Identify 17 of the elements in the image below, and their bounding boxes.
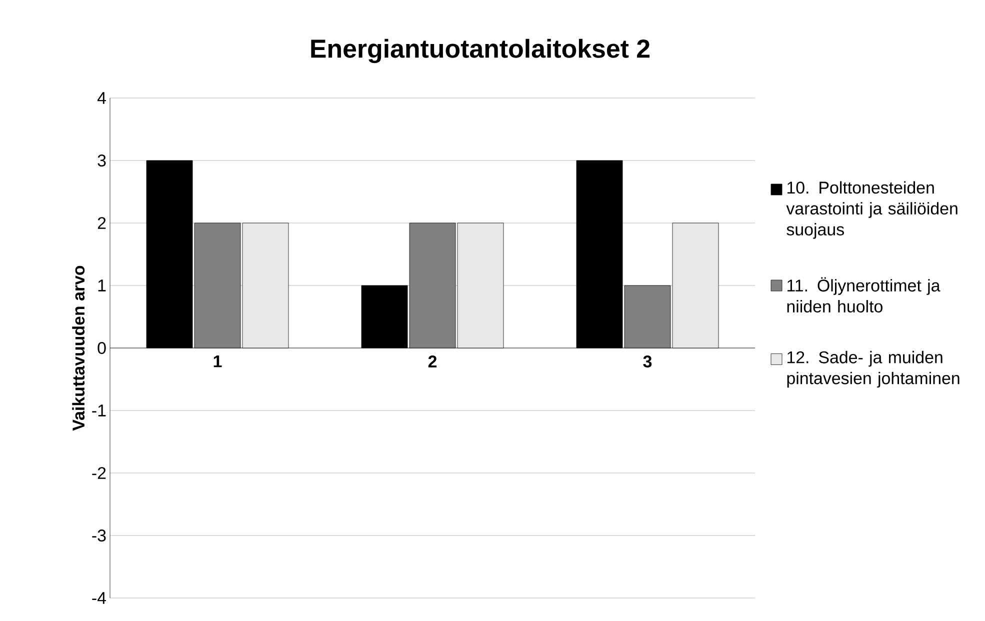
y-axis-title: Vaikuttavuuden arvo [72, 266, 85, 431]
y-tick-label: -1 [92, 404, 106, 416]
legend-label: 11. Öljynerottimet ja niiden huolto [787, 277, 940, 312]
y-tick-label: 4 [97, 92, 106, 104]
y-tick-label: 2 [98, 217, 106, 229]
y-tick-label: 1 [98, 280, 106, 292]
x-tick-label: 2 [428, 356, 437, 368]
y-tick-label: -3 [92, 530, 106, 542]
x-tick-label: 1 [214, 356, 222, 368]
legend-label: 10. Polttonesteiden varastointi ja säiliöiden suojaus [786, 181, 958, 239]
y-tick-label: 0 [98, 342, 106, 354]
x-tick-label: 3 [643, 356, 652, 368]
y-tick-label: -2 [92, 467, 106, 479]
chart-title: Energiantuotantolaitokset 2 [311, 38, 650, 64]
legend-label: 12. Sade- ja muiden pintavesien johtaminen [787, 350, 960, 388]
y-tick-label: 3 [98, 154, 106, 166]
y-tick-label: -4 [92, 592, 106, 604]
